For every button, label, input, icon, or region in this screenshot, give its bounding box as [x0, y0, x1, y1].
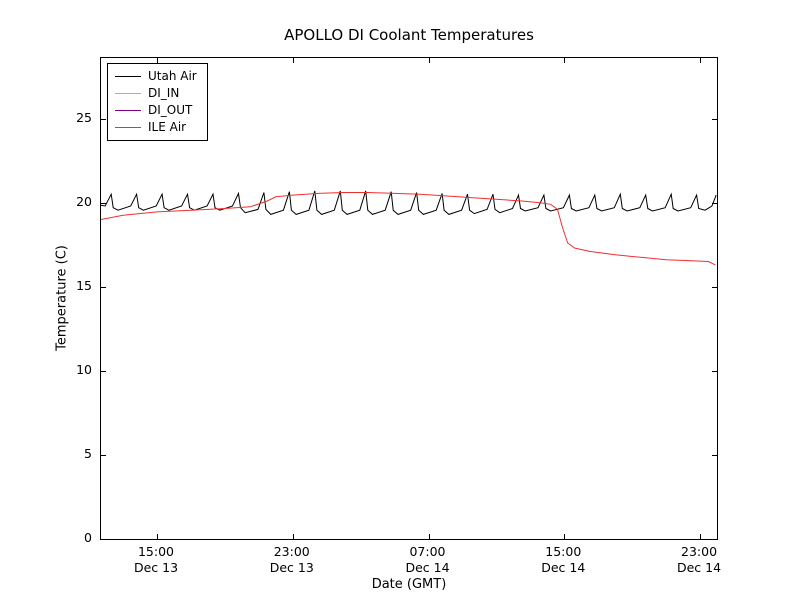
x-tick-label: 15:00 Dec 14: [523, 544, 603, 576]
legend-line-sample: [115, 93, 141, 94]
x-tick-time: 07:00: [409, 544, 446, 559]
legend-entry: Utah Air: [115, 68, 197, 85]
x-tick-date: Dec 14: [676, 560, 722, 575]
legend-label: DI_IN: [148, 86, 180, 100]
y-tick-label: 15: [76, 277, 92, 293]
y-tick-label: 25: [76, 109, 92, 125]
x-tick-date: Dec 14: [541, 560, 586, 575]
y-axis-label: Temperature (C): [54, 245, 70, 351]
legend-label: Utah Air: [148, 69, 197, 83]
x-tick-time: 23:00: [681, 544, 718, 559]
legend-line-sample: [115, 110, 141, 111]
x-tick-time: 15:00: [137, 544, 175, 559]
x-tick-date: Dec 13: [269, 560, 314, 575]
x-axis-label: Date (GMT): [371, 577, 447, 592]
legend-label: ILE Air: [148, 120, 187, 134]
legend-entry: ILE Air: [115, 119, 197, 136]
x-tick-time: 15:00: [545, 544, 582, 559]
y-tick-label: 0: [84, 530, 92, 545]
legend-entry: DI_OUT: [115, 102, 197, 119]
x-tick-date: Dec 13: [133, 560, 179, 575]
y-tick-label: 5: [84, 445, 92, 461]
legend-line-sample: [115, 76, 141, 77]
legend-label: DI_OUT: [148, 103, 193, 117]
x-tick-date: Dec 14: [405, 560, 450, 575]
x-tick-label: 23:00 Dec 13: [252, 544, 332, 576]
legend: Utah Air DI_IN DI_OUT ILE Air: [107, 63, 208, 141]
y-tick-label: 20: [76, 193, 92, 209]
x-tick-label: 15:00 Dec 13: [116, 544, 196, 576]
x-tick-label: 07:00 Dec 14: [388, 544, 468, 576]
legend-line-sample: [115, 127, 141, 128]
x-tick-label: 23:00 Dec 14: [659, 544, 739, 576]
x-tick-time: 23:00: [273, 544, 310, 559]
series-line-utah-air: [100, 190, 717, 215]
legend-entry: DI_IN: [115, 85, 197, 102]
chart-title: APOLLO DI Coolant Temperatures: [284, 26, 534, 44]
y-tick-label: 10: [76, 361, 92, 377]
series-line-ile-air: [100, 192, 716, 266]
plot-canvas: [100, 58, 717, 540]
